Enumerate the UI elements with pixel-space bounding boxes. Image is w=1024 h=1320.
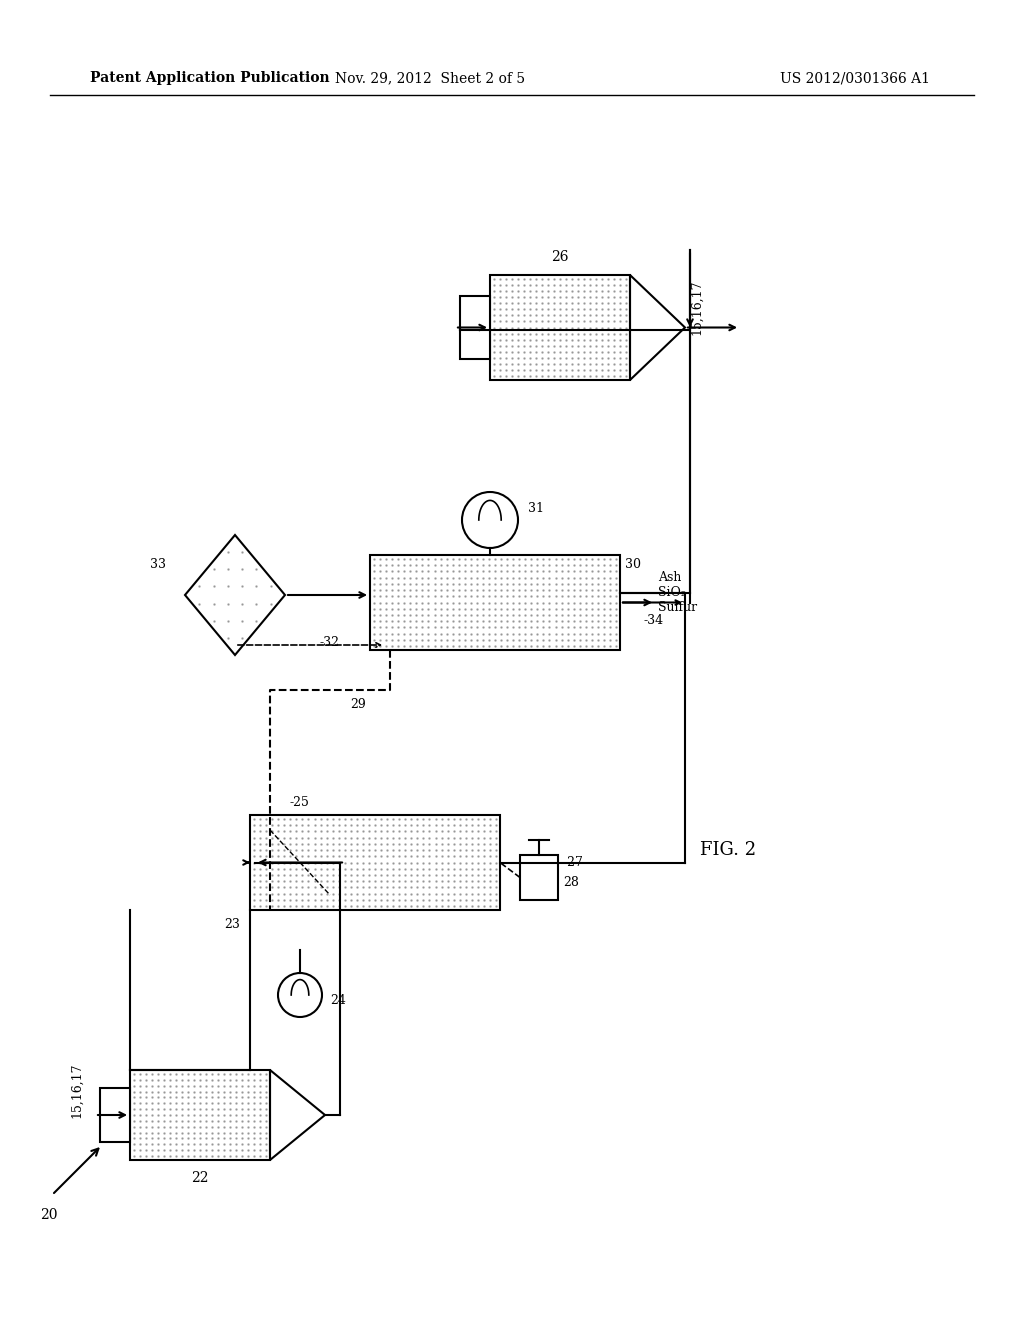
Text: 31: 31 [528,502,544,515]
Text: 33: 33 [150,558,166,572]
Text: -34: -34 [643,614,664,627]
Polygon shape [100,1088,130,1142]
Text: 30: 30 [625,558,641,572]
Text: 24: 24 [330,994,346,1006]
Bar [520,855,558,900]
Text: -25: -25 [290,796,310,809]
Text: Nov. 29, 2012  Sheet 2 of 5: Nov. 29, 2012 Sheet 2 of 5 [335,71,525,84]
Text: 15,16,17: 15,16,17 [70,1063,83,1118]
Text: Ash
SiO₂
Sulfur: Ash SiO₂ Sulfur [658,572,697,614]
Text: US 2012/0301366 A1: US 2012/0301366 A1 [780,71,930,84]
Text: 26: 26 [551,249,568,264]
Text: 29: 29 [350,698,366,711]
Text: Patent Application Publication: Patent Application Publication [90,71,330,84]
Text: -27: -27 [563,855,583,869]
Polygon shape [460,296,490,359]
Text: FIG. 2: FIG. 2 [700,841,756,859]
Text: 15,16,17: 15,16,17 [690,280,703,335]
Text: 23: 23 [224,919,240,932]
Text: 22: 22 [191,1171,209,1185]
Text: 28: 28 [563,876,579,888]
Text: -32: -32 [319,635,340,648]
Text: 20: 20 [40,1208,57,1222]
